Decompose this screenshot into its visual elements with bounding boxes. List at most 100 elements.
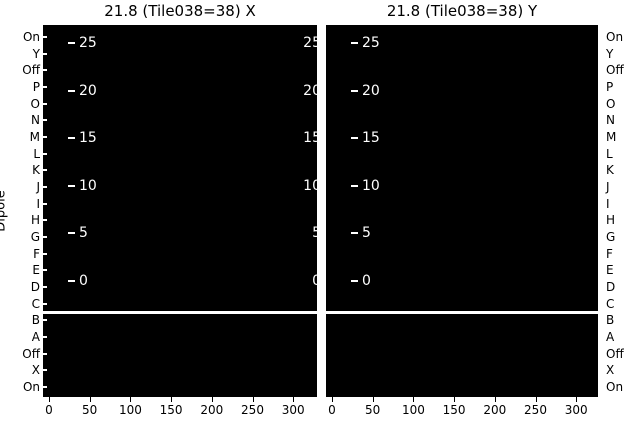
x-tick-mark [171, 397, 173, 402]
y-tick-label: I [36, 196, 40, 211]
y-tick-label: H [30, 213, 40, 228]
x-tick-mark [494, 397, 496, 402]
y-tick-label: On [606, 380, 624, 394]
row-tick-mark [43, 319, 47, 322]
y-tick-label: J [606, 180, 610, 194]
colorbar-tick-mark [351, 89, 358, 92]
y-tick-label: A [606, 330, 615, 344]
colorbar-tick-label: 15 [362, 130, 380, 146]
y-tick-label: F [606, 246, 613, 261]
y-tick-label: G [30, 230, 40, 244]
y-tick-label: I [606, 196, 610, 211]
row-tick-mark [43, 69, 47, 72]
x-tick-label: 250 [524, 403, 547, 417]
x-tick-label: 250 [241, 403, 264, 417]
right-panel-title: 21.8 (Tile038=38) Y [386, 2, 538, 20]
y-tick-label: K [606, 163, 614, 178]
x-tick-label: 200 [200, 403, 224, 417]
x-tick-label: 150 [442, 403, 466, 417]
row-tick-mark [43, 352, 47, 355]
y-tick-label: Off [22, 63, 40, 78]
row-tick-mark [43, 386, 47, 388]
colorbar-tick-mark [351, 279, 358, 282]
colorbar-tick-label: 10 [362, 177, 380, 194]
x-tick-label: 300 [281, 403, 305, 417]
y-tick-label: N [31, 113, 40, 128]
y-tick-label: E [32, 263, 40, 278]
y-tick-label: O [30, 96, 40, 111]
colorbar-tick-label: 5 [362, 225, 371, 241]
row-tick-mark [43, 36, 47, 38]
x-tick-mark [49, 397, 50, 402]
row-tick-mark [43, 86, 47, 88]
x-tick-label: 100 [118, 403, 142, 417]
colorbar-tick-label: 10 [79, 177, 97, 194]
row-tick-mark [43, 302, 47, 305]
x-tick-label: 300 [564, 403, 588, 417]
colorbar-tick-mark [68, 89, 75, 92]
x-tick-label: 200 [483, 403, 507, 417]
row-tick-mark [43, 269, 47, 272]
row-tick-mark [43, 336, 47, 338]
colorbar-tick-label: 0 [79, 272, 88, 289]
y-tick-label: Off [606, 63, 624, 78]
colorbar-tick-label: 0 [362, 272, 371, 289]
colorbar-tick-label: 25 [362, 35, 380, 51]
colorbar-tick-label: 20 [362, 82, 380, 99]
colorbar-tick-label-clipped: 10 [303, 177, 317, 194]
y-tick-label: C [31, 296, 40, 311]
row-tick-mark [43, 286, 47, 288]
row-tick-mark [43, 152, 47, 155]
row-tick-mark [43, 102, 47, 105]
colorbar-tick-mark [351, 42, 358, 44]
row-separator-line [43, 311, 317, 314]
colorbar-tick-label: 15 [79, 130, 97, 146]
y-tick-label: J [36, 180, 40, 194]
x-tick-mark [252, 397, 254, 402]
y-tick-label: Y [606, 46, 614, 61]
colorbar-tick-mark [68, 184, 75, 187]
y-tick-label: B [31, 313, 40, 328]
y-tick-label: K [32, 163, 40, 178]
x-tick-mark [130, 397, 132, 402]
y-tick-label: X [31, 363, 40, 378]
heatmap-panel-x: 25 25 20 20 15 15 10 10 5 5 0 0 [43, 25, 317, 397]
y-tick-label: D [606, 280, 616, 294]
y-tick-labels-right: On Y Off P O N M L K J I H G F E D C B A Off X On [606, 0, 640, 440]
colorbar-tick-mark [68, 232, 75, 234]
colorbar-tick-label: 5 [79, 225, 88, 241]
y-tick-label: N [606, 113, 615, 128]
y-tick-label: On [22, 380, 40, 394]
colorbar-tick-mark [68, 137, 75, 139]
y-tick-label: L [606, 146, 613, 161]
row-separator-line [326, 311, 598, 314]
colorbar-tick-label-clipped: 0 [312, 272, 317, 289]
row-tick-mark [43, 369, 47, 372]
x-tick-mark [454, 397, 456, 402]
y-tick-label: Off [22, 346, 40, 361]
y-tick-label: M [29, 130, 40, 144]
colorbar-tick-label: 20 [79, 82, 97, 99]
colorbar-tick-mark [351, 232, 358, 234]
y-tick-label: F [33, 246, 40, 261]
row-tick-mark [43, 52, 47, 55]
row-tick-mark [43, 186, 47, 188]
x-tick-label: 100 [401, 403, 425, 417]
y-tick-label: G [606, 230, 616, 244]
x-tick-mark [372, 397, 374, 402]
y-tick-label: Y [32, 46, 40, 61]
y-tick-label: D [30, 280, 40, 294]
row-tick-mark [43, 169, 47, 172]
y-tick-label: On [606, 30, 624, 44]
colorbar-tick-mark [351, 184, 358, 187]
y-tick-label: E [606, 263, 614, 278]
row-tick-mark [43, 119, 47, 122]
y-tick-label: P [606, 80, 614, 94]
row-tick-mark [43, 202, 47, 205]
colorbar-tick-mark [68, 279, 75, 282]
x-tick-mark [576, 397, 578, 402]
y-tick-label: On [22, 30, 40, 44]
x-tick-label: 0 [328, 403, 336, 417]
x-tick-mark [413, 397, 415, 402]
